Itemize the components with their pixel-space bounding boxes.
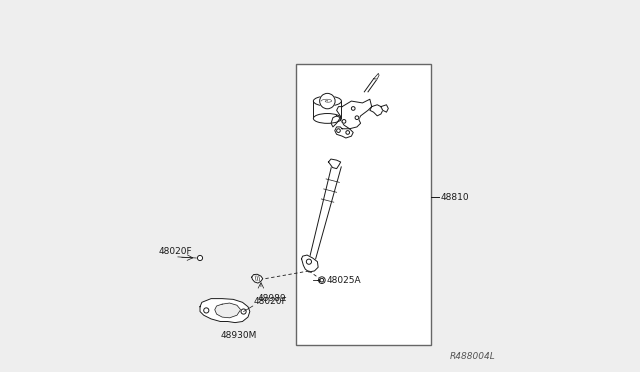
Circle shape [241, 309, 246, 314]
Circle shape [351, 107, 355, 110]
Polygon shape [252, 274, 263, 283]
Text: 48020F: 48020F [254, 296, 287, 306]
Circle shape [319, 93, 335, 109]
Circle shape [355, 116, 359, 119]
Circle shape [342, 119, 346, 123]
Polygon shape [308, 164, 341, 266]
Ellipse shape [314, 113, 341, 124]
Text: R488004L: R488004L [450, 352, 495, 361]
Polygon shape [374, 73, 379, 79]
Text: 48020F: 48020F [159, 247, 192, 256]
Bar [296, 64, 431, 345]
Circle shape [307, 259, 312, 264]
Polygon shape [370, 105, 383, 116]
Circle shape [346, 131, 349, 134]
Polygon shape [301, 255, 318, 272]
Text: 48810: 48810 [440, 193, 469, 202]
Circle shape [337, 129, 340, 132]
Circle shape [204, 308, 209, 313]
Ellipse shape [314, 96, 341, 106]
Polygon shape [335, 127, 353, 138]
Circle shape [319, 277, 325, 283]
Polygon shape [314, 101, 341, 118]
Polygon shape [331, 116, 340, 127]
Text: 48989: 48989 [257, 294, 286, 303]
Polygon shape [200, 299, 250, 323]
Circle shape [320, 278, 324, 282]
Text: 48025A: 48025A [326, 276, 361, 285]
Circle shape [197, 256, 203, 260]
Text: 48930M: 48930M [220, 331, 257, 340]
Polygon shape [381, 105, 388, 112]
Polygon shape [328, 159, 340, 169]
Polygon shape [337, 99, 372, 129]
Polygon shape [215, 303, 241, 318]
